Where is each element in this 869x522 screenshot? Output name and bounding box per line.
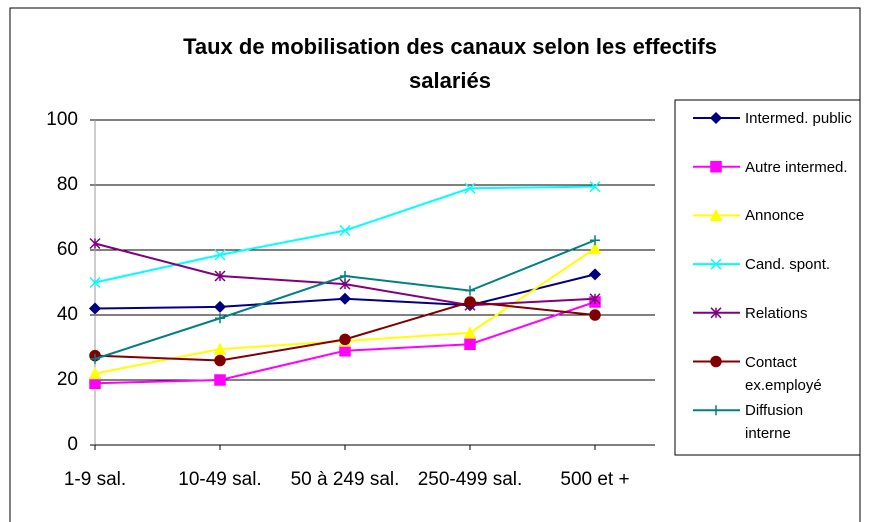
marker bbox=[214, 374, 226, 386]
marker bbox=[213, 300, 227, 313]
marker bbox=[339, 345, 351, 357]
legend-marker bbox=[710, 355, 722, 368]
legend-label: Cand. spont. bbox=[745, 256, 831, 274]
y-tick-label: 20 bbox=[56, 369, 78, 390]
marker bbox=[588, 241, 602, 255]
legend-label: Diffusion interne bbox=[745, 402, 804, 443]
marker bbox=[463, 326, 477, 339]
x-tick-label: 10-49 sal. bbox=[178, 469, 262, 490]
x-tick-label: 500 et + bbox=[560, 469, 630, 490]
legend-marker bbox=[711, 405, 721, 416]
x-tick-label: 1-9 sal. bbox=[63, 469, 127, 490]
marker bbox=[588, 268, 602, 281]
marker bbox=[213, 342, 227, 355]
x-tick-label: 250-499 sal. bbox=[417, 469, 523, 490]
marker bbox=[464, 296, 476, 308]
legend-marker bbox=[710, 307, 722, 319]
series-line bbox=[94, 185, 596, 284]
marker bbox=[465, 285, 475, 296]
marker bbox=[89, 276, 101, 289]
y-tick-label: 60 bbox=[56, 239, 78, 260]
marker bbox=[464, 182, 476, 194]
legend-label: Autre intermed. bbox=[745, 158, 848, 176]
marker bbox=[89, 377, 101, 389]
marker bbox=[215, 313, 225, 324]
chart-title: Taux de mobilisation des canaux selon le… bbox=[183, 34, 717, 93]
marker bbox=[88, 366, 102, 380]
marker bbox=[589, 181, 601, 193]
marker bbox=[214, 249, 226, 261]
legend-label: Annonce bbox=[745, 207, 805, 225]
legend-marker bbox=[710, 160, 722, 173]
marker bbox=[589, 293, 601, 305]
marker bbox=[339, 224, 351, 237]
x-tick-label: 50 à 249 sal. bbox=[290, 469, 400, 490]
y-tick-label: 100 bbox=[46, 109, 78, 130]
marker bbox=[90, 353, 100, 364]
marker bbox=[590, 235, 600, 246]
marker bbox=[88, 302, 102, 315]
marker bbox=[338, 292, 352, 305]
legend-label: Intermed. public bbox=[745, 110, 852, 127]
marker bbox=[214, 270, 226, 282]
y-tick-label: 80 bbox=[56, 174, 78, 195]
marker bbox=[89, 237, 101, 250]
marker bbox=[214, 354, 226, 367]
y-tick-label: 0 bbox=[67, 434, 78, 455]
marker bbox=[340, 271, 350, 281]
legend-label: Contact ex.employé bbox=[745, 353, 822, 394]
legend-marker bbox=[709, 208, 723, 222]
legend-marker bbox=[710, 258, 722, 270]
legend-label: Relations bbox=[745, 304, 808, 322]
marker bbox=[464, 338, 476, 350]
legend-marker bbox=[709, 111, 723, 125]
y-tick-label: 40 bbox=[56, 304, 78, 325]
marker bbox=[339, 333, 351, 346]
marker bbox=[589, 309, 601, 321]
legend-box bbox=[674, 99, 861, 456]
